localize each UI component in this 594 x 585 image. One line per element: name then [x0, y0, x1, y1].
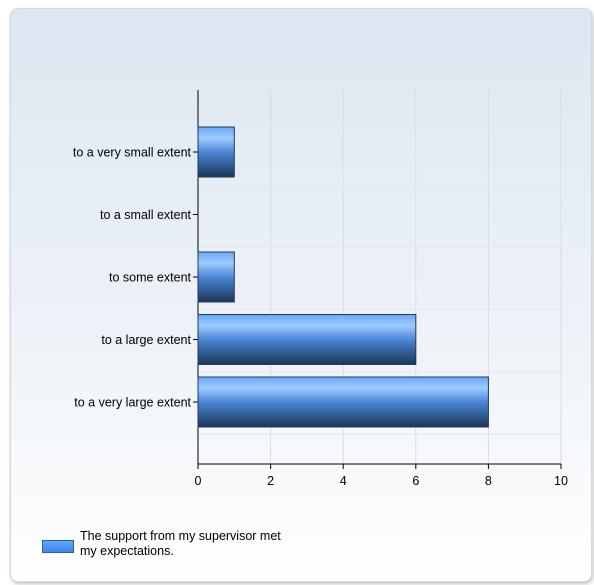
legend: The support from my supervisor met my ex…: [42, 529, 300, 559]
bar: [197, 376, 489, 428]
x-tick-label: 6: [412, 474, 419, 488]
legend-swatch: [42, 540, 74, 553]
x-tick-label: 10: [554, 474, 568, 488]
category-label: to a very small extent: [73, 146, 192, 160]
bars: [197, 126, 489, 428]
x-tick-label: 4: [340, 474, 347, 488]
category-label: to a large extent: [101, 333, 191, 347]
bar: [197, 251, 235, 303]
legend-label: The support from my supervisor met my ex…: [80, 529, 281, 558]
bar: [197, 314, 417, 365]
chart-panel: [10, 8, 592, 582]
category-label: to a small extent: [100, 208, 192, 222]
x-tick-label: 0: [195, 474, 202, 488]
category-label: to some extent: [109, 271, 192, 285]
x-tick-label: 2: [267, 474, 274, 488]
tick-labels: 0 2 4 6 8 10 to a very small extent to a small …: [73, 146, 568, 489]
x-tick-label: 8: [485, 474, 492, 488]
bar: [197, 126, 235, 178]
category-label: to a very large extent: [74, 396, 191, 410]
